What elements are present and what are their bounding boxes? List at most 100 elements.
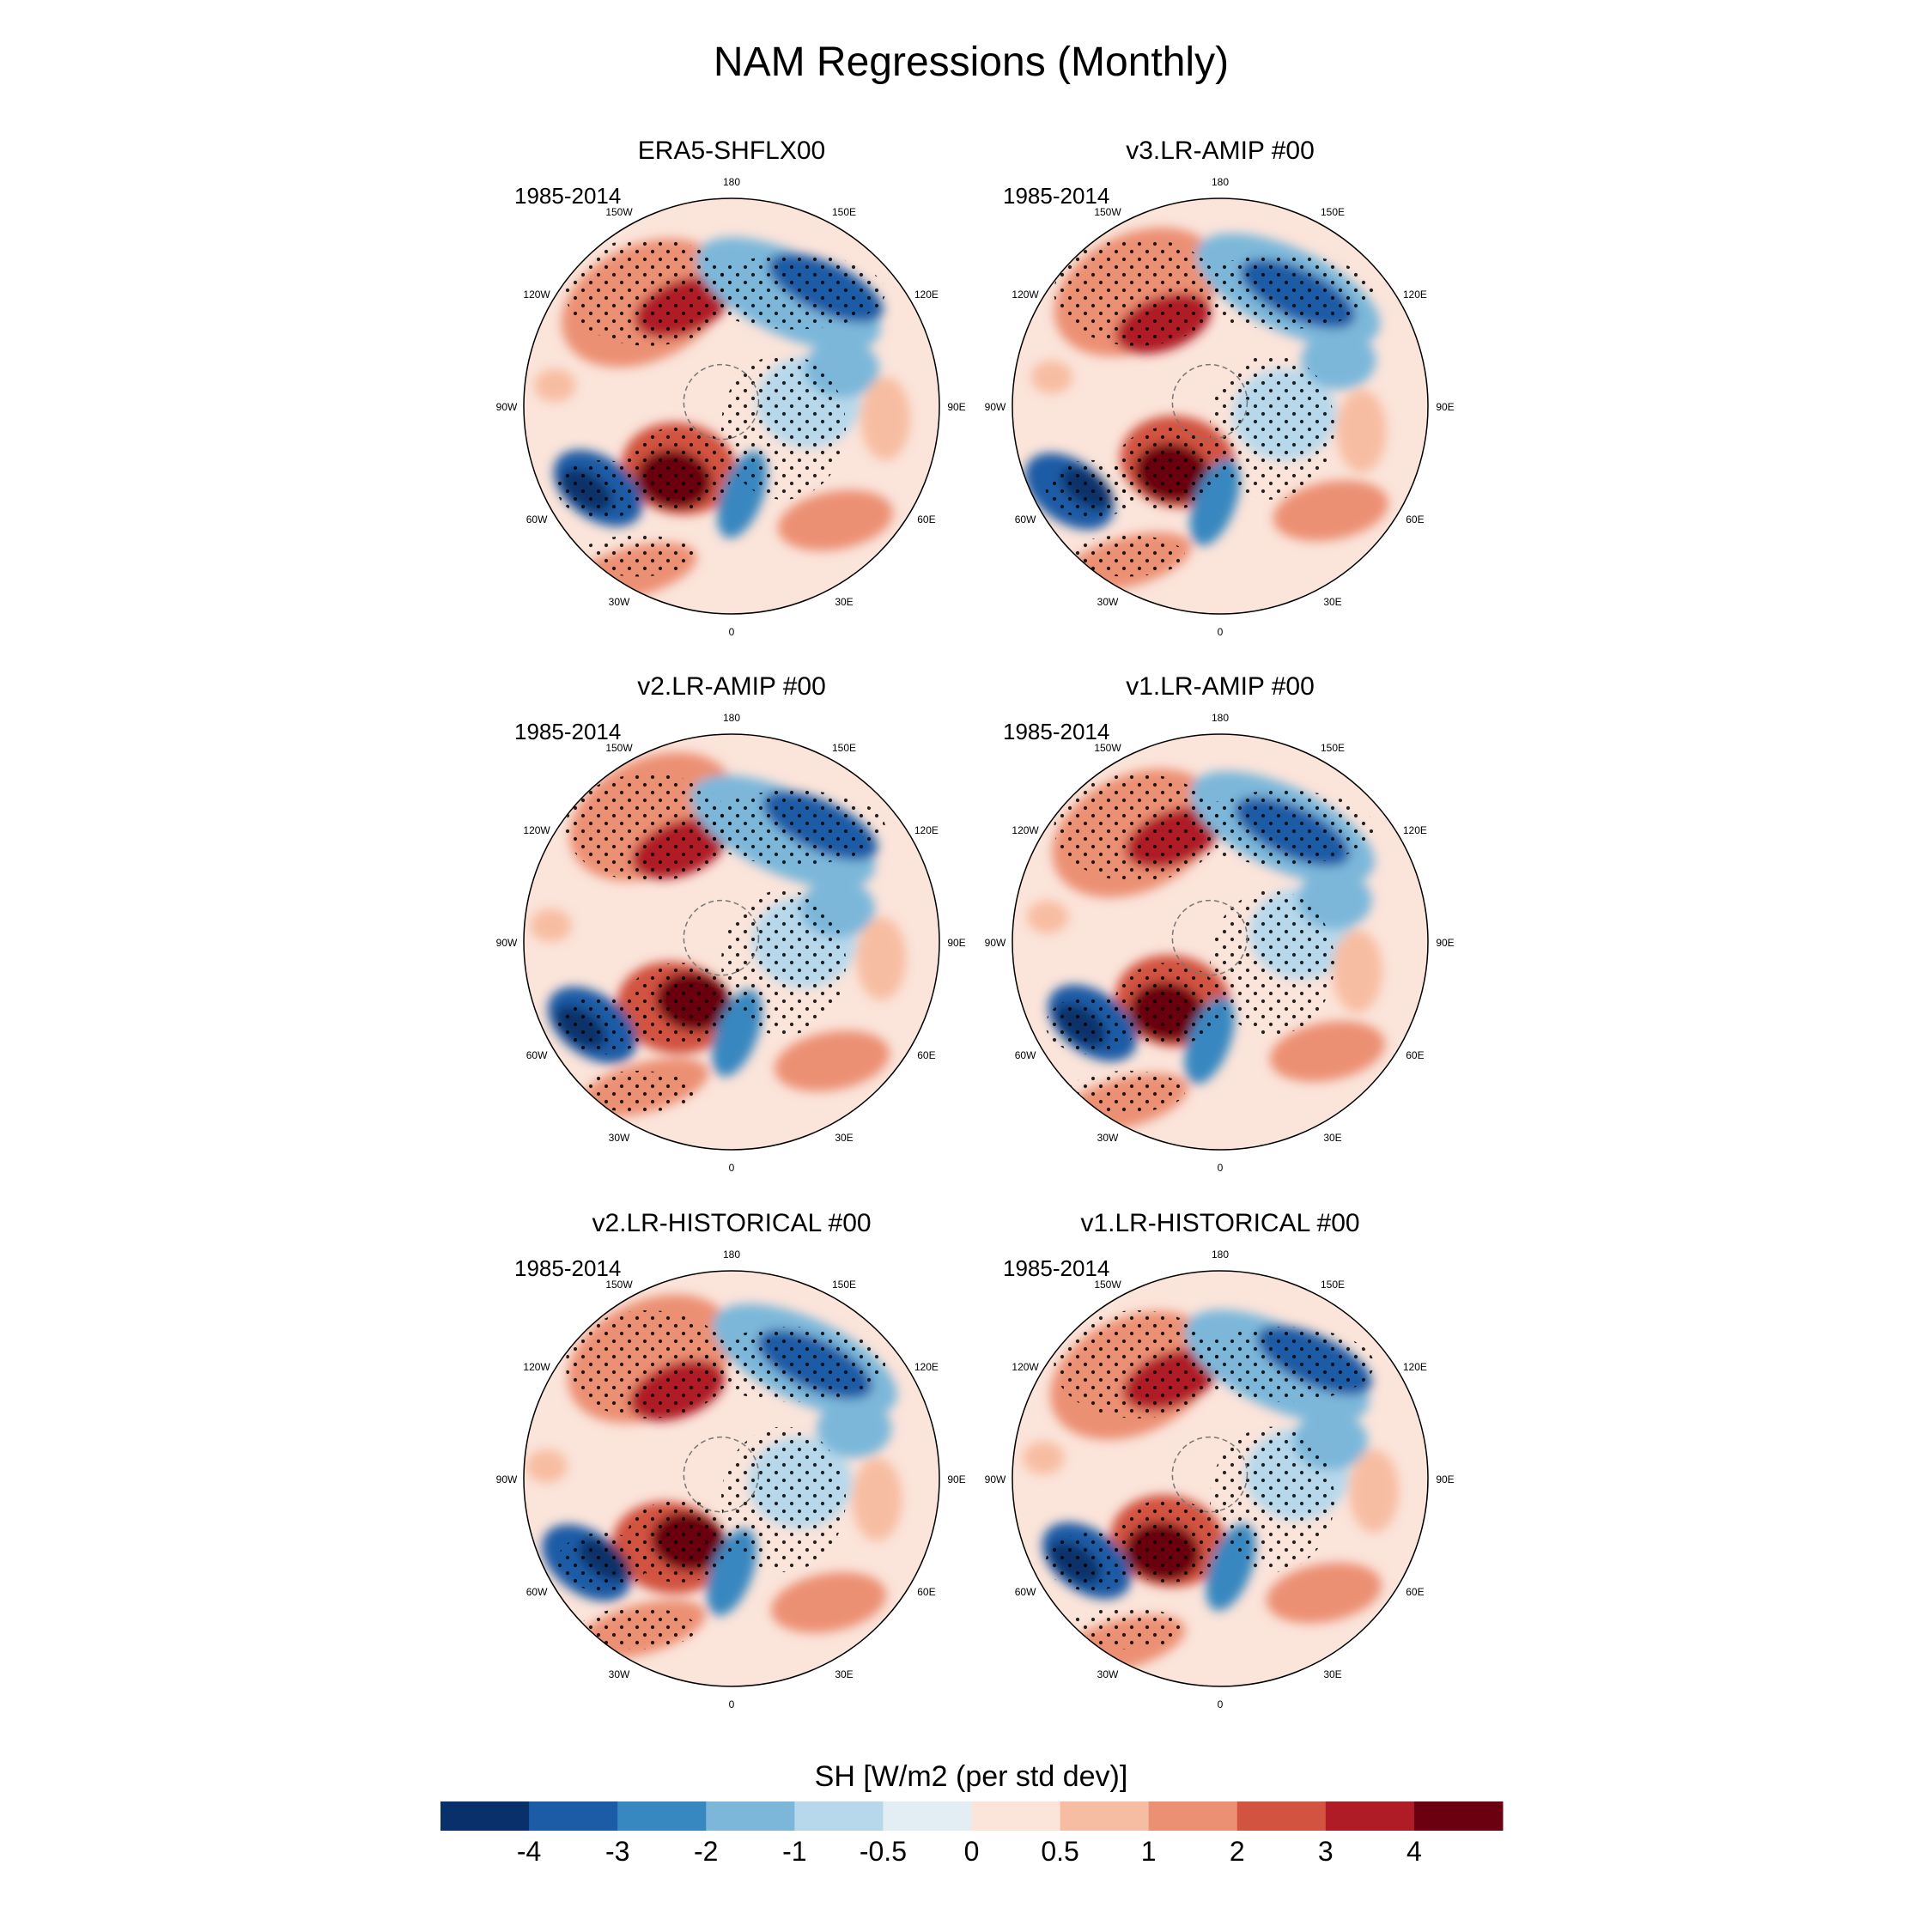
colorbar-tick-label: 0 — [964, 1836, 980, 1867]
colorbar-tick-label: -1 — [782, 1836, 806, 1867]
longitude-label: 150E — [832, 206, 856, 218]
stippling — [556, 995, 649, 1054]
map-border — [523, 1270, 940, 1687]
longitude-label: 30W — [1097, 1132, 1119, 1144]
field-patch — [1332, 929, 1382, 1013]
stippling — [1114, 427, 1223, 510]
stippling — [1209, 354, 1335, 500]
colorbar-box — [883, 1801, 972, 1831]
coastline — [1171, 1436, 1249, 1513]
colorbar-tick-label: 4 — [1406, 1836, 1422, 1867]
field-patch — [778, 489, 893, 551]
stippling — [702, 254, 886, 330]
map-field — [524, 1271, 939, 1686]
longitude-label: 150W — [1094, 742, 1121, 754]
stippling — [702, 1327, 886, 1402]
map-panel: ERA5-SHFLX00 1985-2014 180 150E 120E 90E 60E 30… — [496, 137, 966, 638]
stippling — [1068, 1607, 1185, 1649]
field-patch — [852, 1457, 902, 1541]
figure-title: NAM Regressions (Monthly) — [714, 39, 1229, 85]
field-patch — [1267, 1562, 1382, 1624]
map-border — [523, 197, 940, 615]
stippling — [720, 890, 847, 1036]
longitude-label: 120E — [914, 289, 939, 301]
longitude-label: 60E — [917, 1049, 935, 1061]
coastline — [1171, 899, 1249, 976]
colorbar-tick-label: 3 — [1318, 1836, 1334, 1867]
longitude-label: 60W — [1015, 513, 1036, 526]
field-patch — [1269, 1021, 1385, 1082]
longitude-label: 120W — [523, 824, 550, 836]
field-patch — [817, 1400, 892, 1458]
coastline — [683, 1436, 760, 1513]
field-patch — [530, 908, 572, 942]
longitude-label: 120E — [914, 1361, 939, 1373]
stippling — [720, 354, 847, 500]
colorbar-box — [794, 1801, 884, 1831]
colorbar-tick-label: -4 — [517, 1836, 541, 1867]
panel-period-label: 1985-2014 — [514, 719, 621, 744]
field-patch — [1023, 1441, 1065, 1475]
stippling — [1191, 790, 1375, 866]
stippling — [1045, 459, 1138, 519]
longitude-label: 60W — [1015, 1586, 1036, 1598]
stippling — [625, 427, 734, 510]
colorbar: SH [W/m2 (per std dev)] -4 -3 -2 -1 -0.5 0 0.5… — [440, 1760, 1504, 1867]
stippling — [1068, 535, 1185, 577]
panel-title: v2.LR-HISTORICAL #00 — [592, 1209, 871, 1237]
colorbar-box — [971, 1801, 1061, 1831]
map-field — [1012, 198, 1428, 614]
coastline — [683, 363, 760, 440]
field-patch — [1349, 1449, 1400, 1533]
map-panel: v2.LR-AMIP #00 1985-2014 180 150E 120E 90E 60E… — [496, 672, 966, 1174]
map-field — [1012, 734, 1428, 1150]
field-patch — [860, 377, 911, 460]
field-patch — [1336, 389, 1387, 473]
longitude-label: 30E — [1323, 596, 1341, 608]
field-patch — [1301, 331, 1376, 390]
colorbar-title: SH [W/m2 (per std dev)] — [815, 1760, 1128, 1793]
longitude-label: 180 — [723, 176, 740, 188]
panels: ERA5-SHFLX00 1985-2014 180 150E 120E 90E 60E 30… — [496, 137, 1455, 1710]
coastline — [683, 899, 760, 976]
longitude-label: 0 — [729, 626, 735, 638]
coastline — [1171, 363, 1249, 440]
longitude-label: 30W — [1097, 1668, 1119, 1680]
map-panel: v3.LR-AMIP #00 1985-2014 180 150E 120E 90E 60E… — [985, 137, 1455, 638]
stippling — [1191, 254, 1375, 330]
map-field — [524, 734, 939, 1150]
longitude-label: 180 — [1212, 712, 1229, 724]
field-patch — [534, 368, 576, 403]
map-field — [1012, 1271, 1428, 1686]
stippling — [1054, 773, 1220, 882]
colorbar-tick-label: 0.5 — [1041, 1836, 1078, 1867]
stippling — [580, 1071, 696, 1113]
longitude-label: 60E — [917, 513, 935, 526]
map-border — [1012, 1270, 1429, 1687]
stippling — [720, 1426, 847, 1572]
longitude-label: 120W — [523, 289, 550, 301]
stippling — [1068, 1071, 1185, 1113]
longitude-label: 90E — [947, 1473, 965, 1485]
longitude-label: 60W — [526, 1586, 548, 1598]
longitude-label: 150E — [1321, 742, 1345, 754]
longitude-label: 120W — [523, 1361, 550, 1373]
longitude-label: 150W — [605, 1279, 633, 1291]
longitude-label: 120E — [1403, 1361, 1427, 1373]
longitude-label: 180 — [1212, 1249, 1229, 1261]
map-field — [524, 198, 939, 614]
field-patch — [1026, 900, 1069, 934]
stippling — [580, 535, 696, 577]
longitude-label: 30E — [1323, 1668, 1341, 1680]
colorbar-box — [1060, 1801, 1150, 1831]
stippling — [556, 1532, 649, 1591]
longitude-label: 30W — [609, 1132, 630, 1144]
panel-period-label: 1985-2014 — [514, 183, 621, 209]
stippling — [565, 773, 732, 882]
longitude-label: 30E — [835, 1132, 853, 1144]
longitude-label: 150W — [1094, 206, 1121, 218]
longitude-label: 180 — [1212, 176, 1229, 188]
map-panel: v1.LR-AMIP #00 1985-2014 180 150E 120E 90E 60E… — [985, 672, 1455, 1174]
field-patch — [1030, 360, 1073, 394]
panel-period-label: 1985-2014 — [1003, 719, 1109, 744]
